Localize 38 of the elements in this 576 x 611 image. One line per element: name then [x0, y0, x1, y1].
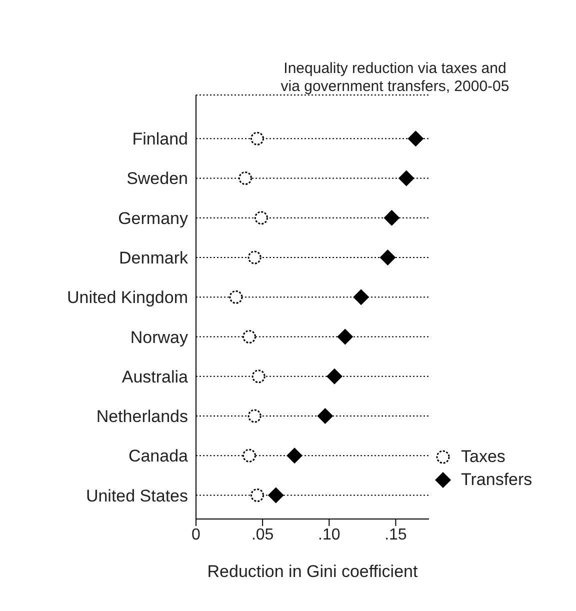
- y-tick-label: Finland: [132, 130, 188, 149]
- point: [252, 370, 266, 384]
- y-tick-label: Sweden: [126, 169, 188, 188]
- point: [380, 249, 396, 266]
- y-tick-label: United Kingdom: [67, 288, 188, 308]
- y-tick-label: Netherlands: [96, 407, 188, 426]
- y-tick-label: Australia: [122, 367, 189, 386]
- point: [408, 130, 424, 147]
- point: [242, 330, 256, 344]
- chart-title: Inequality reduction via taxes and via government transfers, 2000-05: [280, 60, 510, 96]
- x-tick-label: 0: [192, 526, 201, 544]
- x-tick-label: .15: [384, 526, 407, 544]
- y-tick-label: Germany: [118, 208, 188, 228]
- point: [398, 170, 414, 186]
- point: [326, 368, 342, 384]
- point: [286, 448, 303, 464]
- point: [337, 328, 354, 345]
- point: [248, 250, 262, 264]
- x-tick-label: .10: [318, 526, 340, 544]
- point: [250, 132, 264, 146]
- point: [250, 488, 264, 502]
- point: [248, 409, 262, 423]
- legend-label: Transfers: [461, 470, 532, 490]
- point: [268, 487, 284, 504]
- x-tick-label: .05: [251, 526, 274, 544]
- point: [242, 448, 256, 462]
- y-tick-label: United States: [86, 486, 188, 506]
- point: [238, 171, 252, 185]
- x-axis-title: Reduction in Gini coefficient: [207, 562, 418, 581]
- y-tick-label: Norway: [130, 328, 188, 347]
- y-tick-label: Denmark: [119, 248, 188, 268]
- legend-label: Taxes: [461, 446, 506, 466]
- point: [254, 211, 268, 225]
- point: [353, 289, 370, 306]
- point: [229, 290, 243, 304]
- y-tick-label: Canada: [128, 446, 189, 466]
- point: [317, 408, 334, 424]
- point: [384, 210, 400, 226]
